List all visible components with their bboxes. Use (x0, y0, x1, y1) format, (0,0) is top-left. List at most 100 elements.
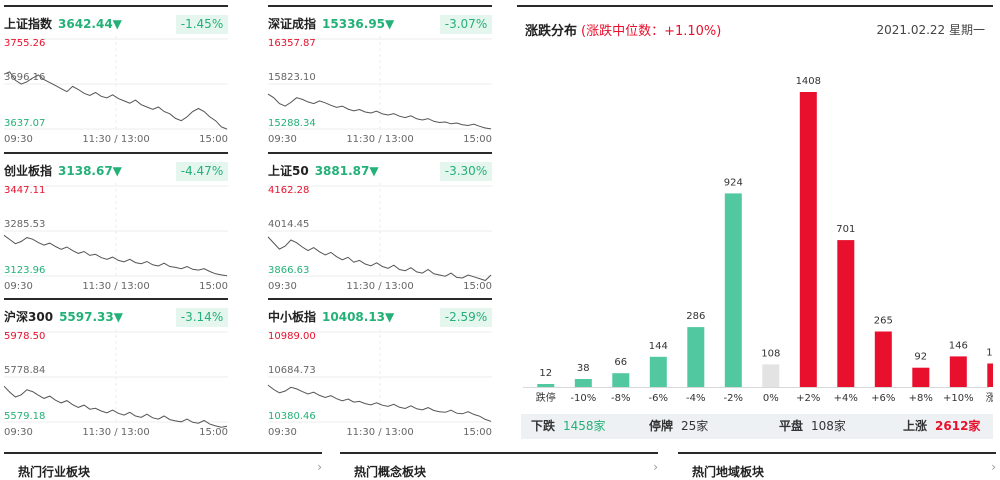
summary-label: 上涨 (903, 419, 928, 433)
index-value: 3881.87▼ (314, 164, 379, 178)
index-header: 深证成指 15336.95▼ (268, 15, 394, 33)
price-line (3, 385, 228, 428)
time-axis: 09:30 11:30 / 13:00 15:00 (4, 281, 228, 293)
distribution-summary: 下跌 1458家 停牌 25家 平盘 108家 上涨 2612家 (521, 414, 993, 439)
bar[interactable] (837, 240, 855, 387)
time-end: 15:00 (463, 134, 492, 145)
category-label: +4% (834, 393, 858, 404)
bar[interactable] (874, 331, 892, 388)
index-card-sz[interactable]: 深证成指 15336.95▼ -3.07% 16357.87 15823.10 15288… (267, 5, 492, 146)
time-mid: 11:30 / 13:00 (82, 427, 150, 438)
bar-value-label: 924 (724, 177, 743, 188)
category-label: +10% (943, 393, 974, 404)
axis-mid-label: 3696.16 (4, 72, 46, 83)
time-start: 09:30 (4, 281, 33, 292)
bar[interactable] (987, 363, 993, 388)
index-change-badge: -3.14% (176, 308, 228, 327)
summary-halted: 停牌 25家 (649, 414, 708, 439)
time-axis: 09:30 11:30 / 13:00 15:00 (268, 281, 492, 293)
axis-mid-label: 5778.84 (4, 365, 46, 376)
price-line (267, 93, 492, 130)
index-card-zxb[interactable]: 中小板指 10408.13▼ -2.59% 10989.00 10684.73 10380… (267, 298, 492, 439)
index-line-svg (267, 36, 492, 132)
industry-sector-section[interactable]: 热门行业板块 › (4, 452, 322, 479)
summary-value: 25家 (681, 419, 709, 433)
bar[interactable] (949, 356, 967, 387)
distribution-title-text: 涨跌分布 (525, 24, 578, 39)
divider (340, 452, 658, 454)
category-label: -4% (686, 393, 705, 404)
index-intraday-chart: 3447.11 3285.53 3123.96 (3, 183, 228, 279)
region-sector-section[interactable]: 热门地域板块 › (678, 452, 996, 479)
category-label: +2% (796, 393, 820, 404)
time-start: 09:30 (268, 427, 297, 438)
distribution-median: (涨跌中位数：+1.10%) (581, 24, 722, 39)
bar-value-label: 112 (986, 348, 993, 359)
time-mid: 11:30 / 13:00 (82, 281, 150, 292)
divider (268, 5, 492, 7)
index-card-sz50[interactable]: 上证50 3881.87▼ -3.30% 4162.28 4014.45 3866.63 0… (267, 152, 492, 293)
bar[interactable] (762, 364, 780, 387)
time-axis: 09:30 11:30 / 13:00 15:00 (268, 427, 492, 439)
index-change-badge: -2.59% (440, 308, 492, 327)
index-card-hs300[interactable]: 沪深300 5597.33▼ -3.14% 5978.50 5778.84 5579.18… (3, 298, 228, 439)
summary-value: 108家 (811, 419, 846, 433)
index-header: 上证50 3881.87▼ (268, 162, 379, 180)
axis-mid-label: 10684.73 (268, 365, 316, 376)
divider (4, 298, 228, 300)
price-line (267, 384, 492, 422)
category-label: +6% (871, 393, 895, 404)
summary-flat: 平盘 108家 (779, 414, 846, 439)
time-axis: 09:30 11:30 / 13:00 15:00 (4, 134, 228, 146)
index-header: 中小板指 10408.13▼ (268, 308, 394, 326)
index-name: 沪深300 (4, 310, 54, 324)
index-change-badge: -3.07% (440, 15, 492, 34)
bar[interactable] (649, 356, 667, 387)
index-intraday-chart: 5978.50 5778.84 5579.18 (3, 329, 228, 428)
index-change-badge: -4.47% (176, 162, 228, 181)
time-start: 09:30 (4, 134, 33, 145)
divider (4, 452, 322, 454)
category-label: -8% (611, 393, 630, 404)
bar-value-label: 38 (577, 363, 590, 374)
bar[interactable] (912, 367, 930, 387)
index-card-sh[interactable]: 上证指数 3642.44▼ -1.45% 3755.26 3696.16 3637.07 0… (3, 5, 228, 146)
concept-sector-section[interactable]: 热门概念板块 › (340, 452, 658, 479)
axis-low-label: 15288.34 (268, 118, 316, 129)
index-header: 沪深300 5597.33▼ (4, 308, 123, 326)
divider (678, 452, 996, 454)
index-name: 中小板指 (268, 310, 317, 324)
category-label: 涨停 (986, 391, 993, 404)
bar-value-label: 108 (761, 348, 780, 359)
chevron-right-icon[interactable]: › (653, 460, 658, 474)
index-intraday-chart: 3755.26 3696.16 3637.07 (3, 36, 228, 132)
bar[interactable] (724, 193, 742, 387)
bar[interactable] (799, 92, 817, 387)
axis-mid-label: 4014.45 (268, 219, 310, 230)
axis-high-label: 3755.26 (4, 38, 46, 49)
time-axis: 09:30 11:30 / 13:00 15:00 (4, 427, 228, 439)
bar[interactable] (574, 379, 592, 387)
index-card-cyb[interactable]: 创业板指 3138.67▼ -4.47% 3447.11 3285.53 3123.96 0… (3, 152, 228, 293)
bar[interactable] (687, 327, 705, 387)
index-line-svg (3, 183, 228, 279)
index-change-badge: -1.45% (176, 15, 228, 34)
bar-value-label: 92 (914, 352, 927, 363)
chevron-right-icon[interactable]: › (991, 460, 996, 474)
summary-label: 停牌 (649, 419, 674, 433)
bar[interactable] (537, 384, 555, 387)
bar[interactable] (612, 373, 630, 387)
summary-down: 下跌 1458家 (531, 414, 606, 439)
summary-label: 平盘 (779, 419, 804, 433)
summary-label: 下跌 (531, 419, 556, 433)
axis-low-label: 10380.46 (268, 411, 316, 422)
bar-value-label: 1408 (796, 76, 821, 87)
time-mid: 11:30 / 13:00 (346, 134, 414, 145)
section-title: 热门地域板块 (692, 465, 765, 479)
category-label: -6% (649, 393, 668, 404)
chevron-right-icon[interactable]: › (317, 460, 322, 474)
index-header: 创业板指 3138.67▼ (4, 162, 122, 180)
price-line (3, 71, 228, 130)
distribution-title: 涨跌分布 (涨跌中位数：+1.10%) (525, 20, 721, 39)
index-line-svg (267, 183, 492, 282)
